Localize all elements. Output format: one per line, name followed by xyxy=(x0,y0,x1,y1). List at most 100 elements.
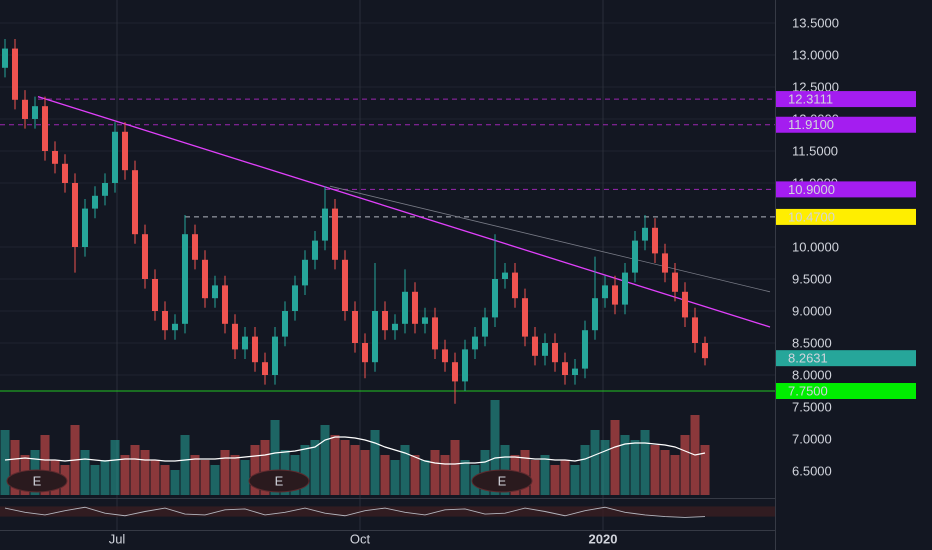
candle-body xyxy=(142,234,148,279)
volume-bar xyxy=(380,455,390,495)
candle-body xyxy=(682,291,688,318)
price-label: 12.3111 xyxy=(788,92,833,107)
candle-body xyxy=(452,362,458,382)
candle-body xyxy=(672,272,678,292)
candle-body xyxy=(692,317,698,344)
candle-body xyxy=(12,48,18,100)
volume-bar xyxy=(640,430,650,495)
candle-body xyxy=(642,227,648,241)
y-tick-label: 9.5000 xyxy=(792,271,832,286)
volume-bar xyxy=(600,440,610,495)
y-tick-label: 11.5000 xyxy=(792,143,838,158)
candle-body xyxy=(422,317,428,324)
candle-body xyxy=(332,208,338,260)
volume-bar xyxy=(630,440,640,495)
price-label: 7.7500 xyxy=(788,383,828,398)
volume-bar xyxy=(110,440,120,495)
candle-body xyxy=(352,311,358,344)
y-tick-label: 8.5000 xyxy=(792,335,832,350)
volume-bar xyxy=(430,450,440,495)
volume-bar xyxy=(400,445,410,495)
candle-body xyxy=(362,343,368,363)
candle-body xyxy=(492,278,498,318)
volume-bar xyxy=(210,465,220,495)
candle-body xyxy=(512,272,518,299)
volume-bar xyxy=(250,445,260,495)
x-tick-label: Oct xyxy=(350,531,371,546)
volume-bar xyxy=(90,465,100,495)
candle-body xyxy=(412,291,418,324)
volume-bar xyxy=(230,455,240,495)
candle-body xyxy=(342,259,348,312)
candle-body xyxy=(582,330,588,369)
candle-body xyxy=(502,272,508,279)
candle-body xyxy=(162,311,168,331)
candle-body xyxy=(622,272,628,305)
volume-bar xyxy=(540,455,550,495)
volume-bar xyxy=(180,435,190,495)
candle-body xyxy=(102,182,108,196)
trendline xyxy=(37,95,771,328)
y-tick-label: 13.0000 xyxy=(792,47,839,62)
candle-body xyxy=(92,195,98,209)
candle-body xyxy=(72,182,78,247)
price-label-box xyxy=(776,91,916,108)
oscillator-line xyxy=(4,506,706,518)
candle-body xyxy=(212,285,218,299)
price-label-box xyxy=(776,350,916,367)
oscillator-band xyxy=(0,506,775,517)
candle-body xyxy=(282,311,288,337)
candle-body xyxy=(22,99,28,119)
price-label-box xyxy=(776,383,916,400)
volume-bar xyxy=(680,435,690,495)
volume-bar xyxy=(490,400,500,495)
price-label-box xyxy=(776,181,916,198)
volume-bar xyxy=(520,450,530,495)
volume-bar xyxy=(190,455,200,495)
candle-body xyxy=(392,323,398,331)
volume-bar xyxy=(350,445,360,495)
candle-body xyxy=(262,362,268,376)
volume-bar xyxy=(260,440,270,495)
event-marker xyxy=(471,469,533,493)
candle-body xyxy=(242,336,248,350)
x-tick-label: 2020 xyxy=(589,531,618,546)
candle-body xyxy=(632,240,638,273)
candle-body xyxy=(62,163,68,183)
candle-body xyxy=(2,48,8,68)
volume-bar xyxy=(160,465,170,495)
candle-body xyxy=(662,253,668,273)
y-tick-label: 13.5000 xyxy=(792,15,839,30)
candle-body xyxy=(382,311,388,331)
volume-bar xyxy=(590,430,600,495)
candle-body xyxy=(292,285,298,312)
volume-bar xyxy=(410,455,420,495)
candle-body xyxy=(552,343,558,363)
candle-body xyxy=(402,291,408,324)
candle-body xyxy=(432,317,438,350)
y-tick-label: 7.0000 xyxy=(792,431,832,446)
price-label-box xyxy=(776,208,916,225)
volume-bar xyxy=(530,460,540,495)
y-tick-label: 6.5000 xyxy=(792,463,832,478)
price-label-box xyxy=(776,116,916,133)
volume-bar xyxy=(150,460,160,495)
volume-bar xyxy=(370,430,380,495)
volume-bar xyxy=(580,445,590,495)
event-label: E xyxy=(33,473,42,488)
candle-body xyxy=(562,362,568,376)
candle-body xyxy=(112,131,118,183)
volume-bar xyxy=(390,460,400,495)
volume-bar xyxy=(610,420,620,495)
candle-body xyxy=(192,234,198,260)
candle-body xyxy=(182,234,188,324)
candle-body xyxy=(592,298,598,331)
event-label: E xyxy=(275,473,284,488)
candle-body xyxy=(462,349,468,382)
candle-body xyxy=(152,278,158,312)
volume-bar xyxy=(120,455,130,495)
volume-bar xyxy=(320,425,330,495)
price-label: 10.9000 xyxy=(788,182,835,197)
event-marker xyxy=(6,469,68,493)
price-label: 8.2631 xyxy=(788,351,828,366)
